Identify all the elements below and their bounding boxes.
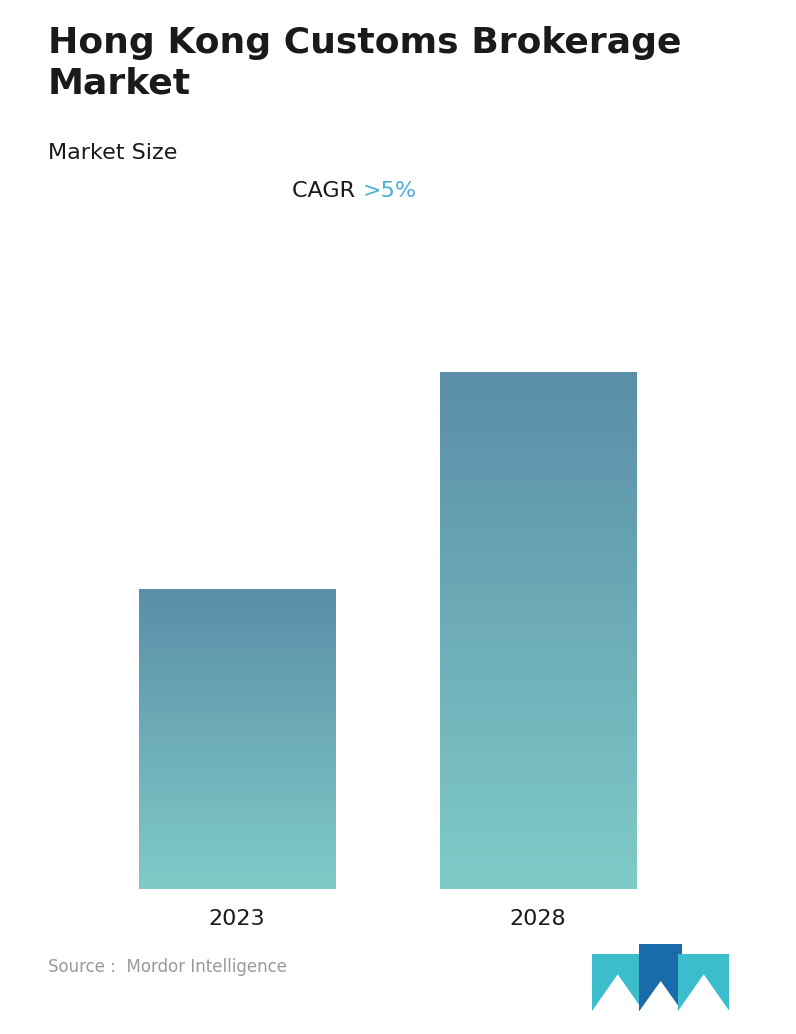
Polygon shape (678, 974, 729, 1011)
Text: Source :  Mordor Intelligence: Source : Mordor Intelligence (48, 957, 287, 976)
Text: Market Size: Market Size (48, 143, 178, 162)
Text: Hong Kong Customs Brokerage
Market: Hong Kong Customs Brokerage Market (48, 26, 681, 100)
Text: >5%: >5% (362, 181, 416, 201)
Polygon shape (592, 974, 643, 1011)
Polygon shape (592, 954, 643, 1011)
Polygon shape (678, 954, 729, 1011)
Text: CAGR: CAGR (292, 181, 362, 201)
Polygon shape (639, 981, 682, 1011)
Polygon shape (639, 944, 682, 1011)
